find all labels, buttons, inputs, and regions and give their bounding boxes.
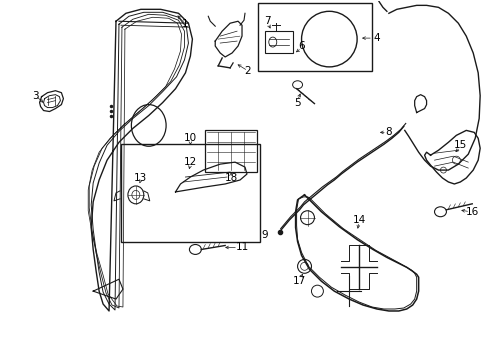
Text: 7: 7	[264, 16, 270, 26]
Text: 11: 11	[235, 243, 248, 252]
Text: 15: 15	[453, 140, 466, 150]
Bar	[205, 130, 256, 172]
Text: 18: 18	[224, 173, 237, 183]
Text: 13: 13	[134, 173, 147, 183]
Text: 4: 4	[373, 33, 380, 43]
Text: 5: 5	[294, 98, 300, 108]
Bar	[121, 144, 259, 242]
Bar	[264, 31, 292, 53]
Text: 12: 12	[183, 157, 197, 167]
Text: 10: 10	[183, 133, 197, 143]
Text: 2: 2	[244, 66, 251, 76]
Text: 1: 1	[182, 19, 188, 29]
Text: 8: 8	[385, 127, 391, 138]
Text: 6: 6	[298, 41, 304, 51]
Text: 14: 14	[352, 215, 365, 225]
Bar	[257, 3, 371, 71]
Text: 17: 17	[292, 276, 305, 286]
Text: 3: 3	[32, 91, 39, 101]
Text: 9: 9	[261, 230, 267, 239]
Text: 16: 16	[465, 207, 478, 217]
